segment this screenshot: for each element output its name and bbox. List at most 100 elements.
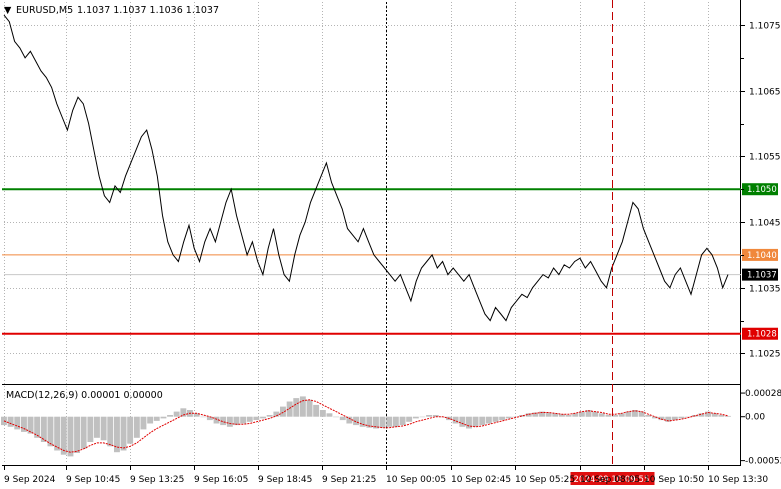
macd-bar [565,415,572,417]
macd-bar [432,415,439,417]
macd-bar [539,411,545,417]
x-tick-label: 9 Sep 2024 [4,475,56,485]
macd-bar [592,411,599,417]
macd-bar [299,396,306,417]
chart-symbol: EURUSD,M5 [16,5,73,16]
x-tick-label: 10 Sep 02:45 [451,475,511,485]
macd-bar [711,413,718,417]
y-tick-label: 1.1035 [749,285,781,295]
macd-bar [705,411,711,417]
macd-bar [233,416,240,426]
macd-bar [220,416,227,426]
macd-bar [240,416,247,424]
macd-bar [80,416,87,449]
x-tick-label: 10 Sep 13:30 [708,475,768,485]
macd-bar [419,416,426,418]
macd-bar [665,416,672,422]
macd-bar [505,416,512,419]
macd-bar [339,416,346,421]
macd-bar [200,416,207,418]
y-tick-label: 1.1065 [749,88,781,98]
macd-bar [160,416,167,419]
macd-bar [140,416,147,430]
macd-bar [133,416,140,438]
macd-bar [519,415,525,417]
macd-bar [193,413,200,417]
macd-bar [612,415,618,417]
macd-bar [333,416,339,418]
macd-bar [100,416,107,441]
macd-bar [685,416,692,418]
macd-bar [386,416,393,427]
macd-tick-label: -0.00052 [745,457,781,467]
macd-bar [67,416,74,457]
macd-bar [725,415,731,417]
macd-bar [127,416,134,444]
x-tick-label: 9 Sep 13:25 [130,475,184,485]
macd-bar [74,416,80,453]
macd-bar [34,416,41,438]
macd-bar [605,415,612,417]
macd-bar [412,416,419,419]
macd-bar [253,416,260,421]
macd-bar [525,413,532,417]
macd-bar [559,414,565,417]
macd-bar [625,411,632,417]
macd-bar [313,404,320,417]
macd-bar [1,416,7,426]
header-menu-icon[interactable]: ▼ [4,5,12,16]
macd-tick-label: 0.00028 [745,389,781,399]
x-tick-label: 9 Sep 18:45 [258,475,312,485]
macd-bar [698,413,705,417]
x-tick-label: 9 Sep 10:45 [66,475,120,485]
macd-bar [618,413,625,417]
macd-bar [512,416,519,418]
x-tick-label: 10 Sep 00:05 [386,475,446,485]
macd-bar [54,416,61,451]
macd-bar [399,416,406,426]
level-tag [742,248,778,261]
y-tick-label: 1.1075 [749,22,781,32]
macd-bar [319,410,326,417]
y-tick-label: 1.1055 [749,153,781,163]
macd-bar [532,412,539,417]
macd-bar [293,398,300,417]
macd-bar [120,416,127,451]
macd-bar [266,415,273,417]
macd-bar [326,413,333,417]
level-tag [742,183,778,196]
macd-bar [578,411,585,417]
x-tick-label: 9 Sep 21:25 [322,475,376,485]
axes: 9 Sep 2024 9 Sep 10:45 9 Sep 13:25 9 Sep 16… [4,22,781,485]
level-tag [742,327,778,340]
macd-bar [678,416,685,419]
macd-bar [472,416,479,427]
crosshair: 2024.09.10 09:55 [570,0,655,485]
macd-bar [658,416,665,421]
macd-bar [366,416,373,428]
y-tick-label: 1.1025 [749,350,781,360]
macd-bar [213,416,220,424]
macd-bar [107,416,114,447]
macd-bar [379,416,386,428]
macd-bar [598,413,605,417]
macd-bar [7,416,14,427]
macd-bar [27,416,34,434]
macd-bar [87,416,94,442]
macd-bar [572,413,579,417]
macd-bar [21,416,27,432]
macd-bar [273,411,280,417]
x-tick-label: 9 Sep 16:05 [194,475,248,485]
current-price-label: 1.1037 [747,271,777,281]
crosshair-time-tag [570,472,655,485]
macd-bar [638,411,645,417]
macd-bar [459,416,466,427]
horizontal-levels: 1.1050 1.1040 1.1028 1.1037 [2,183,778,340]
macd-bar [353,416,359,426]
macd-bar [452,416,459,424]
macd-bar [167,415,173,417]
macd-bar [485,416,492,424]
macd-bar [180,408,187,417]
macd-bar [173,411,180,417]
